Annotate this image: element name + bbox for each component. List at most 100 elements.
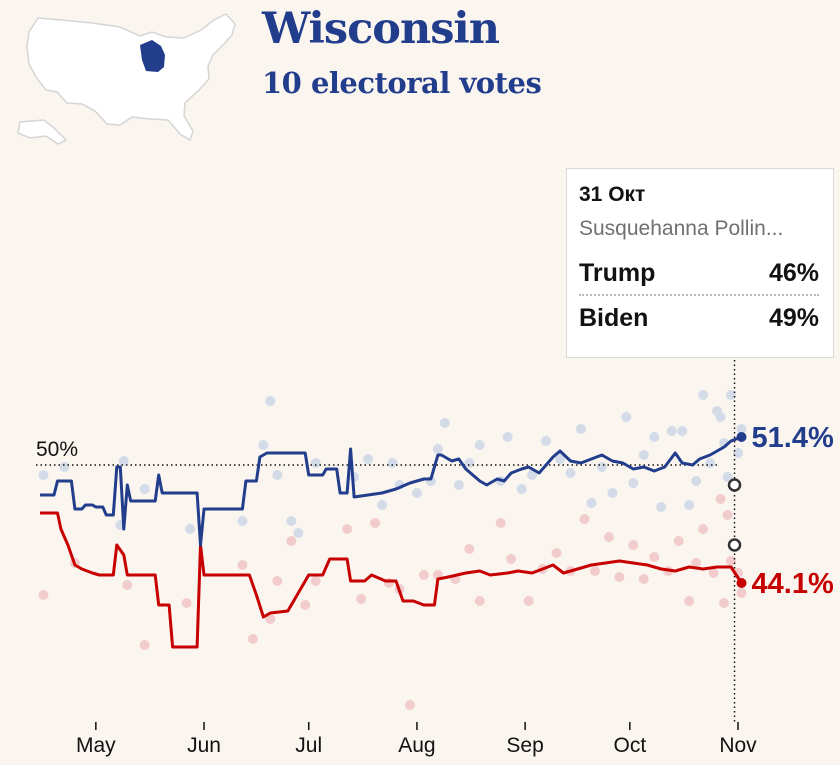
x-tick-label-nov: Nov — [719, 734, 757, 757]
trump-poll-dot — [495, 518, 506, 528]
biden-poll-dot — [715, 412, 726, 422]
trump-poll-dot — [589, 566, 600, 576]
trump-poll-dot — [736, 588, 747, 598]
x-tick-label-jun: Jun — [187, 734, 221, 757]
biden-poll-dot — [258, 440, 269, 450]
trump-poll-dots — [38, 494, 747, 710]
x-axis: May Jun Jul Aug Sep Oct Nov — [76, 722, 757, 757]
biden-end-dot — [736, 432, 747, 442]
biden-poll-dot — [474, 440, 485, 450]
biden-poll-dot — [439, 418, 450, 428]
trump-poll-dot — [603, 532, 614, 542]
biden-poll-dot — [516, 484, 527, 494]
trump-end-dot — [736, 578, 747, 588]
trump-poll-dot — [265, 614, 276, 624]
biden-poll-dot — [722, 472, 733, 482]
biden-poll-dot — [638, 450, 649, 460]
biden-poll-dot — [541, 436, 552, 446]
trump-poll-dot — [286, 536, 297, 546]
trump-poll-dot — [673, 536, 684, 546]
biden-poll-dot — [596, 462, 607, 472]
biden-poll-dot — [185, 524, 196, 534]
trump-poll-dot — [708, 568, 719, 578]
biden-poll-dot — [628, 478, 639, 488]
tooltip-pollster: Susquehanna Pollin... — [579, 217, 784, 240]
x-tick-label-aug: Aug — [398, 734, 435, 757]
x-tick-label-oct: Oct — [613, 734, 646, 757]
trump-poll-dot — [506, 554, 517, 564]
trump-poll-dot — [474, 596, 485, 606]
trump-poll-dot — [404, 700, 415, 710]
biden-poll-dots — [38, 390, 747, 568]
tooltip-date: 31 Окт — [579, 183, 646, 206]
alaska-outline — [17, 119, 68, 145]
biden-poll-dot — [726, 390, 737, 400]
x-tick-label-sep: Sep — [506, 734, 543, 757]
biden-poll-dot — [666, 426, 677, 436]
trump-poll-dot — [691, 558, 702, 568]
biden-poll-dot — [607, 488, 618, 498]
trump-poll-dot — [551, 548, 562, 558]
biden-poll-dot — [698, 390, 709, 400]
biden-poll-dot — [432, 444, 443, 454]
biden-poll-dot — [736, 424, 747, 434]
trump-end-label: 44.1% — [752, 568, 834, 600]
biden-poll-dot — [575, 424, 586, 434]
x-tick-label-jul: Jul — [295, 734, 322, 757]
tooltip-row-trump: Trump 46% — [579, 251, 819, 296]
trump-poll-dot — [715, 494, 726, 504]
selected-poll-marker — [727, 538, 742, 552]
trump-poll-dot — [356, 594, 367, 604]
line-end-markers — [736, 432, 747, 588]
trump-poll-dot — [370, 518, 381, 528]
biden-poll-dot — [139, 484, 150, 494]
wisconsin-highlight — [140, 40, 165, 72]
trump-poll-dot — [300, 600, 311, 610]
x-tick-label-may: May — [76, 734, 116, 757]
trump-poll-dot — [684, 596, 695, 606]
trump-poll-dot — [272, 576, 283, 586]
biden-poll-dot — [363, 454, 374, 464]
trump-poll-dot — [628, 540, 639, 550]
selected-poll-marker — [727, 478, 742, 492]
trump-poll-dot — [649, 552, 660, 562]
page-title: Wisconsin — [262, 4, 500, 54]
biden-poll-dot — [691, 476, 702, 486]
us-map-outline — [26, 13, 236, 142]
tooltip-row-biden: Biden 49% — [579, 296, 819, 339]
biden-poll-dot — [310, 458, 321, 468]
biden-poll-dot — [586, 498, 597, 508]
tooltip-trump-name: Trump — [579, 259, 656, 287]
trump-poll-dot — [698, 524, 709, 534]
biden-poll-dot — [656, 502, 667, 512]
biden-poll-dot — [387, 458, 398, 468]
tooltip-biden-value: 49% — [768, 304, 819, 332]
trump-poll-dot — [418, 570, 429, 580]
trump-poll-dot — [726, 556, 737, 566]
trump-poll-dot — [719, 598, 730, 608]
trump-poll-dot — [139, 640, 150, 650]
trump-poll-dot — [614, 572, 625, 582]
biden-poll-dot — [272, 470, 283, 480]
trump-poll-dot — [523, 596, 534, 606]
trump-poll-dot — [310, 576, 321, 586]
trump-poll-dot — [464, 544, 475, 554]
biden-poll-dot — [527, 470, 538, 480]
trump-poll-dot — [638, 574, 649, 584]
trump-average-line — [40, 511, 743, 649]
biden-poll-dot — [621, 412, 632, 422]
biden-poll-dot — [265, 396, 276, 406]
tooltip-trump-value: 46% — [768, 259, 819, 287]
trump-poll-dot — [579, 514, 590, 524]
biden-poll-dot — [677, 426, 688, 436]
trump-poll-dot — [237, 560, 248, 570]
trump-poll-dot — [181, 598, 192, 608]
biden-average-line — [40, 435, 743, 547]
us-locator-map — [17, 13, 236, 145]
biden-poll-dot — [733, 448, 744, 458]
poll-tooltip: 31 Окт Susquehanna Pollin... Trump 46% B… — [566, 168, 834, 358]
trump-poll-dot — [38, 590, 49, 600]
fifty-percent-label: 50% — [36, 438, 78, 461]
biden-poll-dot — [502, 432, 513, 442]
selected-poll-markers — [727, 478, 742, 552]
